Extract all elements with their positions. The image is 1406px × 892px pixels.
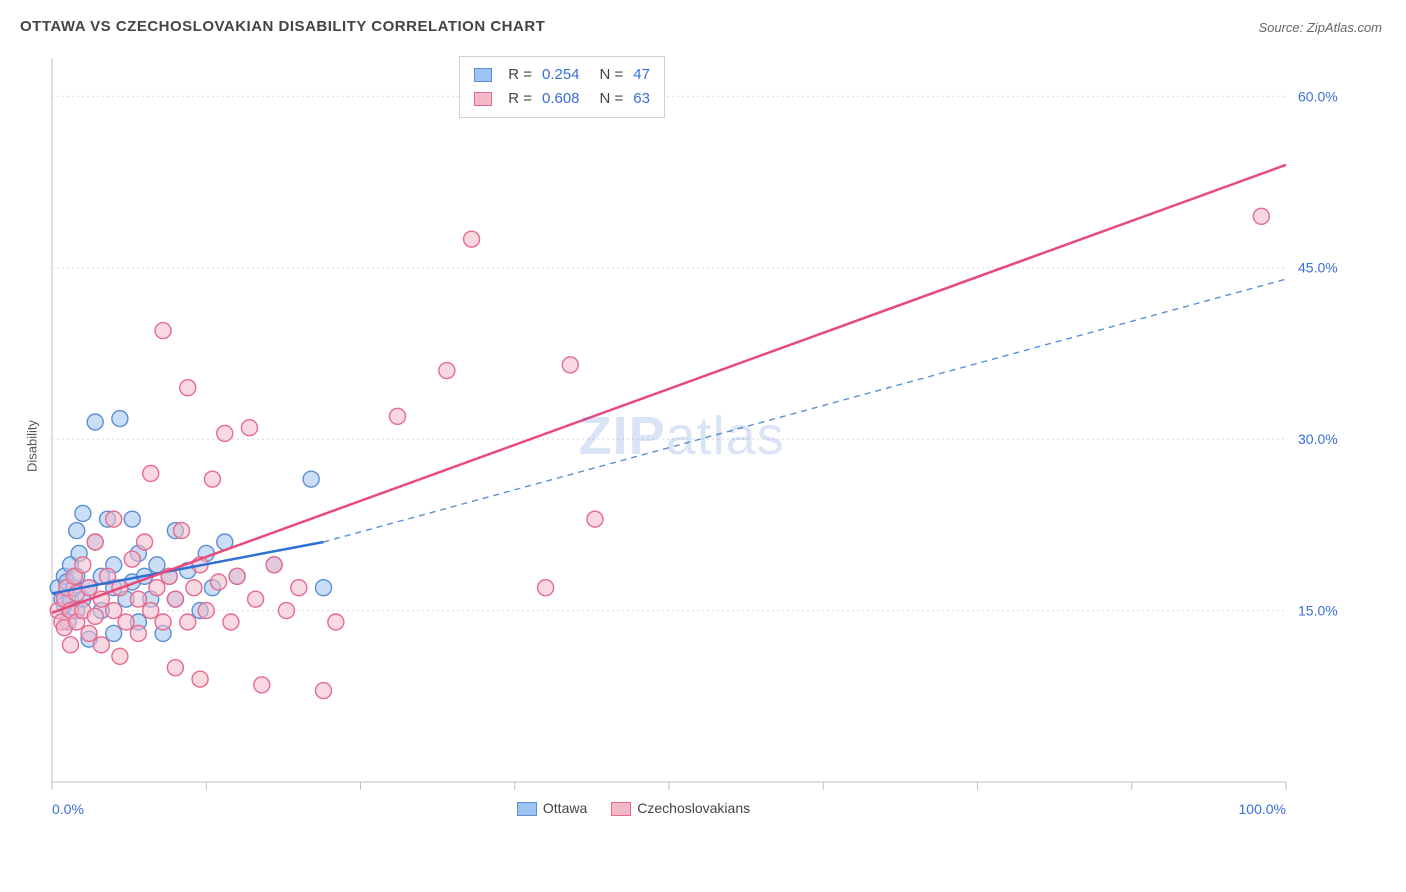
data-point: [390, 408, 406, 424]
data-point: [87, 414, 103, 430]
data-point: [538, 580, 554, 596]
data-point: [587, 511, 603, 527]
scatter-plot: 15.0% 30.0% 45.0% 60.0% 0.0% 100.0%: [48, 52, 1356, 828]
data-point: [278, 603, 294, 619]
data-point: [112, 648, 128, 664]
data-point: [118, 614, 134, 630]
data-point: [93, 637, 109, 653]
legend-r-value: 0.608: [542, 87, 580, 111]
data-point: [211, 574, 227, 590]
data-point: [439, 363, 455, 379]
series-legend: Ottawa Czechoslovakians: [517, 800, 750, 818]
data-point: [562, 357, 578, 373]
data-point: [106, 511, 122, 527]
y-tick-label: 60.0%: [1298, 88, 1338, 104]
source-attribution: Source: ZipAtlas.com: [1258, 20, 1382, 35]
data-point: [186, 580, 202, 596]
data-point: [198, 603, 214, 619]
data-point: [223, 614, 239, 630]
data-point: [266, 557, 282, 573]
data-point: [155, 323, 171, 339]
legend-row: R = 0.608 N = 63: [474, 87, 650, 111]
data-point: [167, 660, 183, 676]
data-point: [75, 557, 91, 573]
correlation-legend: R = 0.254 N = 47 R = 0.608 N = 63: [459, 56, 665, 118]
legend-n-value: 47: [633, 63, 650, 87]
chart-container: OTTAWA VS CZECHOSLOVAKIAN DISABILITY COR…: [0, 0, 1406, 892]
data-point: [1253, 208, 1269, 224]
y-axis-label: Disability: [25, 420, 40, 472]
legend-row: R = 0.254 N = 47: [474, 63, 650, 87]
legend-n-label: N =: [600, 63, 624, 87]
legend-swatch: [517, 802, 537, 816]
legend-series-name: Czechoslovakians: [637, 800, 750, 816]
legend-r-label: R =: [508, 87, 532, 111]
data-point: [143, 465, 159, 481]
y-tick-label: 45.0%: [1298, 260, 1338, 276]
y-tick-label: 30.0%: [1298, 431, 1338, 447]
data-point: [106, 625, 122, 641]
data-point: [248, 591, 264, 607]
data-point: [137, 534, 153, 550]
legend-swatch: [611, 802, 631, 816]
data-point: [130, 625, 146, 641]
data-point: [69, 523, 85, 539]
data-point: [174, 523, 190, 539]
data-point: [180, 614, 196, 630]
data-point: [155, 614, 171, 630]
data-point: [149, 557, 165, 573]
data-point: [328, 614, 344, 630]
data-point: [315, 683, 331, 699]
data-point: [180, 380, 196, 396]
data-point: [124, 551, 140, 567]
data-point: [291, 580, 307, 596]
data-point: [303, 471, 319, 487]
data-point: [229, 568, 245, 584]
data-point: [241, 420, 257, 436]
data-point: [464, 231, 480, 247]
legend-item: Ottawa: [517, 800, 587, 818]
data-point: [87, 534, 103, 550]
legend-swatch: [474, 92, 492, 106]
legend-r-value: 0.254: [542, 63, 580, 87]
data-point: [87, 608, 103, 624]
data-point: [254, 677, 270, 693]
data-point: [315, 580, 331, 596]
data-point: [112, 411, 128, 427]
data-point: [63, 637, 79, 653]
data-point: [217, 425, 233, 441]
data-point: [75, 505, 91, 521]
data-point: [106, 603, 122, 619]
legend-n-label: N =: [600, 87, 624, 111]
x-tick-label: 0.0%: [52, 801, 84, 817]
data-point: [204, 471, 220, 487]
chart-title: OTTAWA VS CZECHOSLOVAKIAN DISABILITY COR…: [20, 18, 545, 35]
legend-r-label: R =: [508, 63, 532, 87]
x-tick-label: 100.0%: [1239, 801, 1286, 817]
data-point: [192, 671, 208, 687]
y-tick-label: 15.0%: [1298, 603, 1338, 619]
data-point: [143, 603, 159, 619]
regression-line: [52, 165, 1286, 613]
data-point: [130, 591, 146, 607]
data-point: [167, 591, 183, 607]
data-point: [81, 625, 97, 641]
data-point: [124, 511, 140, 527]
regression-extrapolation: [323, 279, 1286, 542]
data-point: [149, 580, 165, 596]
legend-item: Czechoslovakians: [611, 800, 750, 818]
legend-swatch: [474, 68, 492, 82]
legend-series-name: Ottawa: [543, 800, 587, 816]
legend-n-value: 63: [633, 87, 650, 111]
